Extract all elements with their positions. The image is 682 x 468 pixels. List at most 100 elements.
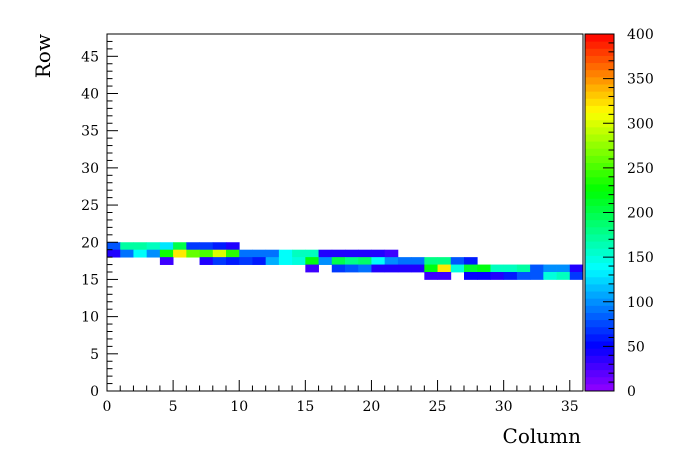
heatmap-cell	[543, 264, 557, 273]
color-scale-band	[585, 148, 614, 156]
heatmap-cell	[146, 242, 161, 251]
y-tick-label: 25	[81, 198, 99, 214]
color-scale-band	[585, 305, 614, 313]
x-tick-label: 20	[363, 399, 381, 415]
heatmap-cell	[305, 264, 319, 273]
color-scale-band	[585, 298, 614, 306]
heatmap-cell	[397, 257, 412, 265]
color-scale-band	[585, 319, 614, 328]
color-scale-band	[585, 341, 614, 349]
heatmap-cell	[186, 249, 200, 258]
color-scale-band	[585, 76, 614, 85]
plot-frame	[106, 33, 584, 392]
x-tick-label: 35	[561, 399, 579, 415]
heatmap-cell	[107, 249, 121, 258]
y-tick-label: 40	[81, 87, 99, 103]
color-scale-band	[585, 362, 614, 371]
color-scale-band	[585, 198, 614, 206]
heatmap-cell	[318, 257, 333, 265]
heatmap-cell	[477, 272, 491, 280]
heatmap-cell	[569, 264, 584, 273]
color-scale-band	[585, 83, 614, 92]
heatmap-cell	[331, 257, 346, 265]
heatmap-cell	[159, 257, 174, 265]
color-scale-band	[585, 69, 614, 78]
heatmap-cell	[265, 249, 280, 258]
heatmap-cell	[278, 249, 293, 258]
heatmap-cell	[146, 249, 161, 258]
heatmap-cell	[120, 242, 134, 251]
heatmap-cell	[226, 249, 240, 258]
heatmap-cell	[424, 272, 438, 280]
heatmap-cell	[411, 264, 425, 273]
color-scale-band	[585, 98, 614, 106]
color-scale-band	[585, 205, 614, 213]
heatmap-cell	[490, 272, 505, 280]
heatmap-cell	[424, 257, 438, 265]
color-scale-tick-label: 200	[627, 206, 654, 222]
heatmap-cell	[569, 272, 584, 280]
color-scale-tick-label: 350	[627, 72, 654, 88]
y-tick-label: 35	[81, 124, 99, 140]
heatmap-cell	[464, 264, 478, 273]
x-axis: 0 5 10 15 20 25 30 35	[103, 380, 584, 415]
color-scale-band	[585, 112, 614, 121]
heatmap-cell	[371, 264, 386, 273]
color-scale-tick-label: 100	[627, 295, 654, 311]
color-scale-band	[585, 176, 614, 185]
heatmap-cell	[199, 257, 214, 265]
heatmap-cell	[331, 249, 346, 258]
color-scale-band	[585, 41, 614, 49]
color-scale-band	[585, 133, 614, 142]
heatmap-cell	[292, 257, 306, 265]
color-scale-band	[585, 233, 614, 242]
color-scale-band	[585, 262, 614, 271]
heatmap-cell	[199, 242, 214, 251]
x-tick-label: 15	[296, 399, 314, 415]
heatmap-cell	[530, 264, 544, 273]
y-tick-label: 30	[81, 161, 99, 177]
heatmap-cell	[543, 272, 557, 280]
color-scale-band	[585, 333, 614, 342]
heatmap-cell	[173, 242, 187, 251]
color-scale-band	[585, 219, 614, 228]
color-scale-band	[585, 312, 614, 321]
heatmap-cell	[530, 272, 544, 280]
y-tick-label: 5	[90, 347, 99, 363]
color-scale-band	[585, 348, 614, 356]
heatmap-cell	[464, 272, 478, 280]
color-scale-band	[585, 62, 614, 71]
y-tick-label: 10	[81, 310, 99, 326]
heatmap-cell	[450, 257, 465, 265]
heatmap-cell	[358, 264, 372, 273]
color-scale-band	[585, 369, 614, 378]
heatmap-cell	[411, 257, 425, 265]
color-scale-band	[585, 291, 614, 299]
color-scale-band	[585, 248, 614, 256]
color-scale-band	[585, 255, 614, 263]
heatmap-cell	[173, 249, 187, 258]
color-scale-band	[585, 183, 614, 192]
heatmap-cell	[278, 257, 293, 265]
y-axis-label: Row	[31, 34, 55, 78]
heatmap-cell	[239, 257, 253, 265]
x-tick-label: 30	[495, 399, 513, 415]
heatmap-cell	[345, 249, 359, 258]
heatmap-cell	[212, 257, 227, 265]
y-axis: 0 5 10 15 20 25 30 35 40 45	[81, 33, 118, 400]
color-scale-band	[585, 355, 614, 363]
y-tick-label: 0	[90, 384, 99, 400]
color-scale-band	[585, 34, 614, 42]
y-tick-label: 20	[81, 235, 99, 251]
heatmap-cell	[133, 249, 148, 258]
color-scale-band	[585, 241, 614, 249]
color-scale-tick-label: 300	[627, 116, 654, 132]
heatmap-cell	[371, 257, 386, 265]
heatmap-cell	[252, 249, 267, 258]
color-scale-band	[585, 383, 614, 392]
heatmap-cell	[199, 249, 214, 258]
heatmap-cell	[516, 264, 531, 273]
x-axis-label: Column	[503, 424, 582, 448]
heatmap-cell	[212, 249, 227, 258]
heatmap-cell	[252, 257, 267, 265]
